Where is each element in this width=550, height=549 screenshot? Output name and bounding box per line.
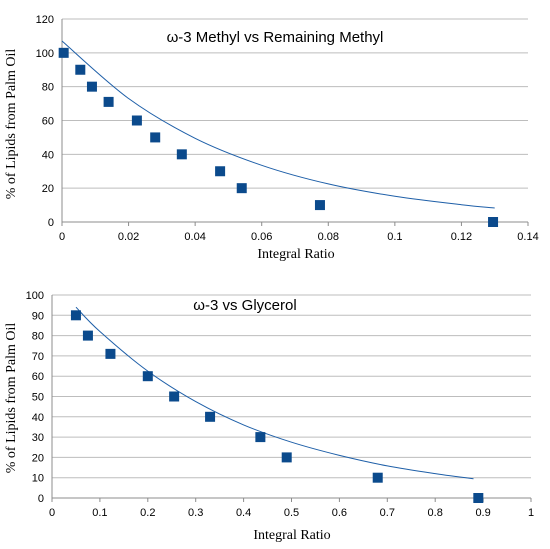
chart-omega3-methyl-vs-remaining-methyl: 0 20 40 60 80 100 120 0 0.02 0.04 0.06 0.08 0.1 0.12 0… <box>4 14 539 262</box>
y-tick-label: 20 <box>42 183 54 195</box>
data-points <box>58 47 499 227</box>
y-tick-label: 100 <box>26 290 44 302</box>
y-tick-label: 40 <box>32 412 44 424</box>
x-axis-title: Integral Ratio <box>257 247 334 262</box>
x-tick-label: 0 <box>59 231 65 243</box>
chart-title: ω-3 Methyl vs Remaining Methyl <box>167 29 384 46</box>
data-point <box>372 472 383 483</box>
y-tick-label: 10 <box>32 473 44 485</box>
data-point <box>131 115 142 126</box>
data-point <box>75 64 86 75</box>
axes <box>51 295 532 502</box>
y-tick-label: 80 <box>32 331 44 343</box>
tick-labels: 0 10 20 30 40 50 60 70 80 90 100 0 0.1 0.2 0.3 0.4 0.5 0.… <box>26 290 534 519</box>
data-point <box>142 371 153 382</box>
data-point <box>488 217 499 227</box>
y-tick-label: 90 <box>32 310 44 322</box>
y-axis-title: % of Lipids from Palm Oil <box>4 323 19 474</box>
data-point <box>150 132 161 143</box>
y-tick-label: 120 <box>36 14 54 26</box>
exponential-trendline <box>61 40 495 209</box>
x-tick-label: 0 <box>49 507 55 519</box>
data-point <box>205 411 216 422</box>
data-point <box>82 330 93 341</box>
x-tick-label: 0.5 <box>284 507 299 519</box>
x-tick-label: 0.9 <box>475 507 490 519</box>
data-point <box>281 452 292 463</box>
x-tick-label: 0.8 <box>428 507 443 519</box>
y-tick-label: 0 <box>38 493 44 505</box>
data-points <box>70 310 484 503</box>
y-tick-label: 60 <box>42 116 54 128</box>
data-point <box>215 166 226 177</box>
x-tick-label: 0.4 <box>236 507 251 519</box>
y-tick-label: 0 <box>48 217 54 229</box>
trendline <box>61 40 495 209</box>
data-point <box>236 183 247 194</box>
data-point <box>86 81 97 92</box>
x-tick-label: 0.1 <box>92 507 107 519</box>
trendline <box>75 306 474 480</box>
x-tick-label: 0.7 <box>380 507 395 519</box>
y-tick-label: 60 <box>32 371 44 383</box>
x-tick-label: 0.06 <box>251 231 272 243</box>
y-tick-label: 30 <box>32 432 44 444</box>
x-tick-label: 0.04 <box>184 231 205 243</box>
data-point <box>105 348 116 359</box>
data-point <box>314 200 325 211</box>
x-tick-label: 0.2 <box>140 507 155 519</box>
data-point <box>58 47 69 58</box>
y-tick-label: 50 <box>32 392 44 404</box>
x-tick-label: 0.1 <box>387 231 402 243</box>
gridlines <box>52 294 531 499</box>
chart-title: ω-3 vs Glycerol <box>193 297 296 314</box>
data-point <box>103 96 114 107</box>
x-tick-label: 0.3 <box>188 507 203 519</box>
y-tick-label: 40 <box>42 149 54 161</box>
x-tick-label: 1 <box>528 507 534 519</box>
chart-omega3-vs-glycerol: 0 10 20 30 40 50 60 70 80 90 100 0 0.1 0.2 0.3 0.4 0.5 0.… <box>4 290 534 543</box>
data-point <box>255 432 266 443</box>
data-point <box>473 493 484 503</box>
data-point <box>169 391 180 402</box>
y-tick-label: 80 <box>42 82 54 94</box>
data-point <box>176 149 187 160</box>
x-tick-label: 0.02 <box>118 231 139 243</box>
x-tick-label: 0.08 <box>318 231 339 243</box>
x-tick-label: 0.14 <box>517 231 538 243</box>
x-axis-title: Integral Ratio <box>253 528 330 543</box>
exponential-trendline <box>75 306 474 480</box>
x-tick-label: 0.12 <box>451 231 472 243</box>
y-axis-title: % of Lipids from Palm Oil <box>4 49 19 200</box>
tick-labels: 0 20 40 60 80 100 120 0 0.02 0.04 0.06 0.08 0.1 0.12 0… <box>36 14 539 243</box>
data-point <box>70 310 81 321</box>
y-tick-label: 100 <box>36 48 54 60</box>
y-tick-label: 70 <box>32 351 44 363</box>
x-tick-label: 0.6 <box>332 507 347 519</box>
y-tick-label: 20 <box>32 452 44 464</box>
